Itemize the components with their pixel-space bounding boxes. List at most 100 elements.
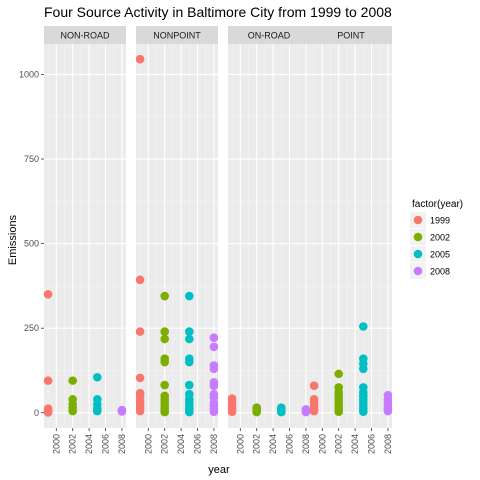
legend-key-marker	[413, 249, 423, 259]
facet-strip-label: NON-ROAD	[61, 31, 110, 41]
x-tick-label: 2000	[143, 434, 153, 454]
legend-item-2008: 2008	[410, 263, 450, 279]
data-point-2008	[209, 407, 219, 417]
data-point-1999	[309, 406, 319, 416]
y-axis: 0 250 500 750 1000	[19, 69, 44, 418]
x-tick-label: 2006	[193, 434, 203, 454]
data-point-2002	[160, 380, 169, 390]
panel-background	[310, 44, 392, 428]
facet-panel-non-road: NON-ROAD 2000 2002 2004 2006 2008	[43, 26, 127, 454]
legend-key-marker	[413, 266, 423, 276]
facet-strip-label: ON-ROAD	[248, 31, 291, 41]
data-point-2002	[252, 407, 261, 417]
facet-strip	[136, 26, 218, 44]
facet-panels: NON-ROAD 2000 2002 2004 2006 2008 NONPOINT 2000…	[43, 26, 393, 454]
data-point-2008	[209, 342, 219, 352]
data-point-1999	[227, 407, 237, 417]
legend-title: factor(year)	[412, 199, 463, 210]
data-point-1999	[43, 376, 53, 385]
x-axis-title: year	[208, 464, 230, 476]
data-point-2008	[209, 381, 219, 391]
legend-item-2005: 2005	[410, 246, 450, 262]
x-tick-label: 2008	[383, 434, 393, 454]
data-point-1999	[135, 327, 145, 336]
x-tick-label: 2006	[367, 434, 377, 454]
data-point-2002	[68, 406, 77, 416]
legend: factor(year) 1999 2002 2005 2008	[410, 199, 463, 279]
data-point-1999	[309, 381, 319, 391]
data-point-2008	[117, 407, 127, 416]
data-point-1999	[135, 275, 145, 285]
data-point-2005	[359, 407, 368, 417]
data-point-2005	[185, 380, 194, 390]
data-point-2008	[383, 406, 393, 416]
data-point-2005	[185, 334, 194, 344]
facet-strip	[44, 26, 126, 44]
data-point-2008	[301, 407, 311, 417]
data-point-1999	[135, 54, 145, 64]
data-point-1999	[43, 290, 53, 299]
facet-panel-on-road: ON-ROAD 2000 2002 2004 2006 2008	[227, 26, 311, 454]
y-axis-title: Emissions	[7, 214, 19, 265]
data-point-2002	[160, 291, 169, 301]
facet-strip-label: NONPOINT	[153, 31, 201, 41]
legend-label: 2008	[430, 267, 450, 277]
data-point-2005	[185, 327, 194, 336]
x-tick-label: 2004	[350, 434, 360, 454]
x-tick-label: 2002	[252, 434, 262, 454]
y-tick-label: 750	[24, 154, 39, 164]
data-point-2005	[185, 357, 194, 367]
data-point-2002	[68, 376, 77, 385]
facet-strip	[228, 26, 310, 44]
chart-title: Four Source Activity in Baltimore City f…	[44, 4, 392, 20]
panel-background	[44, 44, 126, 428]
x-tick-label: 2000	[51, 434, 61, 454]
data-point-2005	[359, 364, 368, 374]
x-tick-label: 2006	[101, 434, 111, 454]
y-tick-label: 500	[24, 239, 39, 249]
data-point-2008	[209, 364, 219, 374]
data-point-2005	[93, 406, 102, 416]
x-tick-label: 2008	[117, 434, 127, 454]
x-tick-label: 2004	[176, 434, 186, 454]
x-tick-label: 2002	[160, 434, 170, 454]
data-point-2002	[160, 357, 169, 367]
data-point-2005	[359, 322, 368, 331]
data-point-2002	[160, 334, 169, 344]
data-point-2008	[209, 333, 219, 342]
x-tick-label: 2004	[84, 434, 94, 454]
data-point-2002	[160, 407, 169, 417]
x-tick-label: 2002	[68, 434, 78, 454]
legend-key-marker	[413, 215, 423, 225]
data-point-2005	[185, 407, 194, 417]
x-tick-label: 2008	[301, 434, 311, 454]
data-point-2002	[160, 327, 169, 336]
y-tick-label: 0	[34, 408, 39, 418]
facet-panel-nonpoint: NONPOINT 2000 2002 2004 2006 2008	[135, 26, 219, 454]
x-tick-label: 2000	[317, 434, 327, 454]
panel-background	[228, 44, 310, 428]
data-point-2005	[93, 372, 102, 382]
data-point-2002	[334, 369, 344, 379]
data-point-2002	[334, 407, 344, 417]
y-tick-label: 1000	[19, 69, 39, 79]
data-point-1999	[43, 408, 53, 417]
legend-label: 2002	[430, 233, 450, 243]
x-tick-label: 2008	[209, 434, 219, 454]
x-tick-label: 2006	[285, 434, 295, 454]
legend-item-1999: 1999	[410, 212, 450, 228]
facet-strip	[310, 26, 392, 44]
x-tick-label: 2000	[235, 434, 245, 454]
data-point-1999	[135, 373, 145, 383]
legend-item-2002: 2002	[410, 229, 450, 245]
facet-panel-point: POINT 2000 2002 2004 2006 2008	[309, 26, 393, 454]
data-point-2005	[185, 291, 194, 301]
data-point-2005	[277, 407, 286, 417]
facet-strip-label: POINT	[337, 31, 365, 41]
panel-background	[136, 44, 218, 428]
legend-label: 2005	[430, 250, 450, 260]
x-tick-label: 2002	[334, 434, 344, 454]
y-tick-label: 250	[24, 323, 39, 333]
legend-key-marker	[413, 232, 423, 242]
